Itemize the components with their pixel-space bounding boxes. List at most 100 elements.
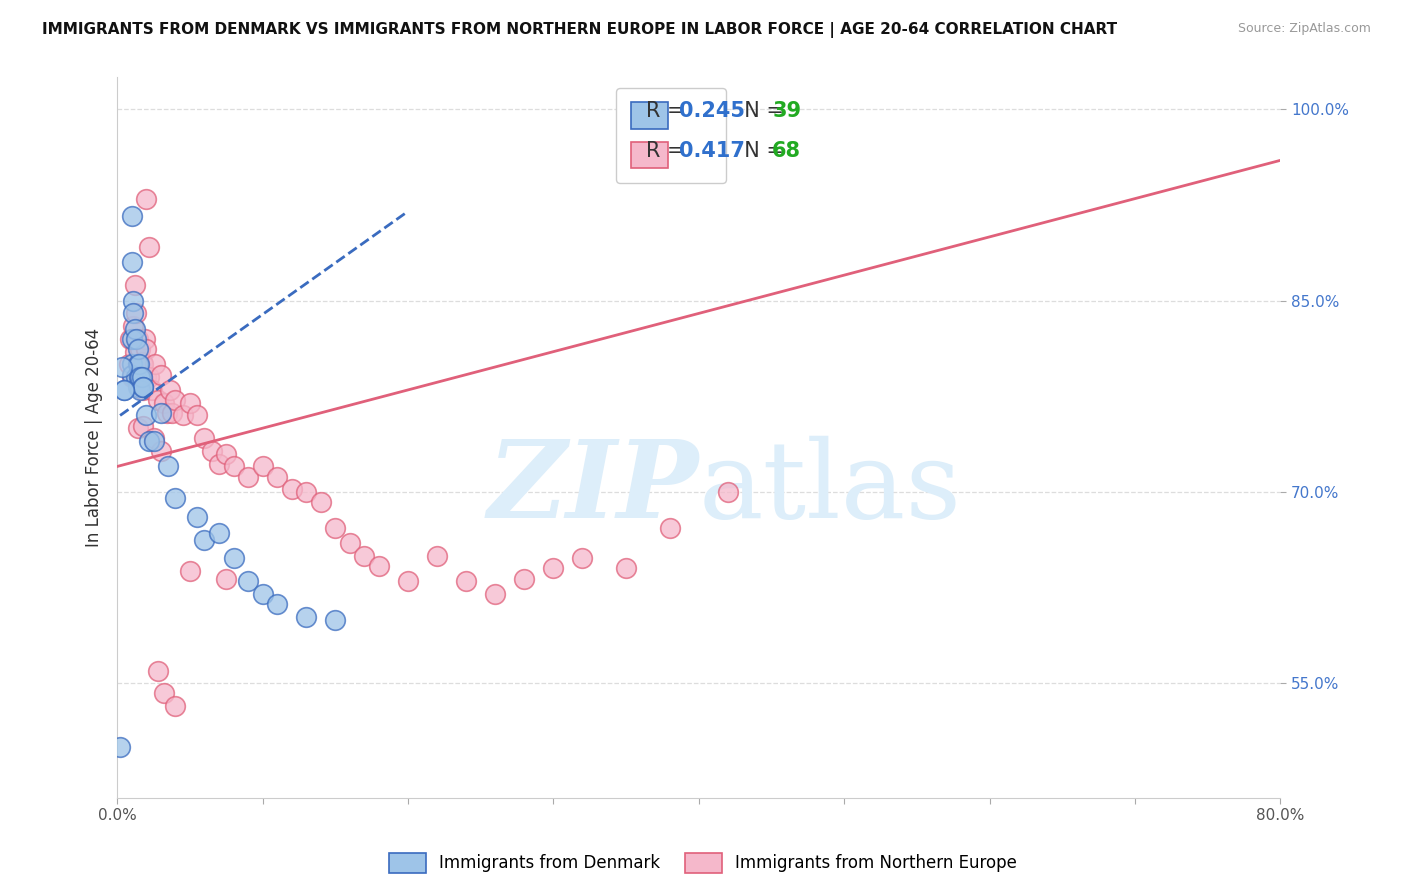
Point	[484, 587, 506, 601]
Point	[129, 368, 152, 382]
Point	[125, 370, 148, 384]
Point	[208, 457, 231, 471]
Y-axis label: In Labor Force | Age 20-64: In Labor Force | Age 20-64	[86, 328, 103, 548]
Point	[128, 358, 150, 372]
Point	[127, 342, 149, 356]
Text: 68: 68	[772, 141, 801, 161]
Point	[132, 380, 155, 394]
Point	[152, 395, 174, 409]
Point	[309, 495, 332, 509]
Point	[339, 536, 361, 550]
Text: R =: R =	[647, 102, 692, 121]
Point	[222, 551, 245, 566]
Point	[138, 370, 160, 384]
Point	[323, 521, 346, 535]
Point	[658, 521, 681, 535]
Point	[132, 418, 155, 433]
Point	[142, 431, 165, 445]
Text: N =: N =	[731, 102, 792, 121]
Point	[571, 551, 593, 566]
Text: R =: R =	[647, 141, 692, 161]
Point	[513, 572, 536, 586]
Point	[456, 574, 478, 589]
Point	[222, 459, 245, 474]
Point	[162, 406, 184, 420]
Point	[179, 395, 201, 409]
Point	[215, 572, 238, 586]
Point	[266, 469, 288, 483]
Point	[138, 240, 160, 254]
Point	[295, 485, 318, 500]
Point	[125, 306, 148, 320]
Point	[236, 574, 259, 589]
Text: ZIP: ZIP	[488, 435, 699, 541]
Point	[201, 444, 224, 458]
Point	[142, 434, 165, 448]
Point	[236, 469, 259, 483]
Point	[252, 587, 274, 601]
Point	[135, 409, 157, 423]
Point	[135, 192, 157, 206]
Point	[614, 561, 637, 575]
Point	[132, 383, 155, 397]
Point	[121, 358, 143, 372]
Point	[159, 383, 181, 397]
Point	[121, 210, 143, 224]
Point	[186, 409, 208, 423]
Point	[353, 549, 375, 563]
Point	[146, 664, 169, 678]
Point	[121, 368, 143, 382]
Point	[252, 459, 274, 474]
Point	[135, 370, 157, 384]
Point	[367, 558, 389, 573]
Text: atlas: atlas	[699, 435, 962, 541]
Point	[108, 739, 131, 754]
Point	[128, 370, 150, 384]
Point	[295, 610, 318, 624]
Point	[193, 431, 215, 445]
Point	[323, 613, 346, 627]
Point	[208, 525, 231, 540]
Point	[186, 510, 208, 524]
Point	[152, 686, 174, 700]
Point	[138, 434, 160, 448]
Point	[146, 393, 169, 408]
Point	[266, 597, 288, 611]
Point	[127, 421, 149, 435]
Point	[127, 370, 149, 384]
Point	[121, 332, 143, 346]
Text: IMMIGRANTS FROM DENMARK VS IMMIGRANTS FROM NORTHERN EUROPE IN LABOR FORCE | AGE : IMMIGRANTS FROM DENMARK VS IMMIGRANTS FR…	[42, 22, 1118, 38]
Point	[156, 406, 179, 420]
Point	[114, 383, 136, 397]
Point	[127, 332, 149, 346]
Point	[124, 278, 146, 293]
Point	[132, 380, 155, 394]
Point	[131, 370, 153, 384]
Point	[157, 459, 180, 474]
Legend: Immigrants from Denmark, Immigrants from Northern Europe: Immigrants from Denmark, Immigrants from…	[382, 847, 1024, 880]
Point	[122, 306, 145, 320]
Point	[543, 561, 565, 575]
Point	[134, 332, 156, 346]
Point	[128, 380, 150, 394]
Text: 0.245: 0.245	[679, 102, 745, 121]
Point	[179, 564, 201, 578]
Point	[127, 380, 149, 394]
Point	[131, 355, 153, 369]
Point	[396, 574, 419, 589]
Point	[280, 483, 302, 497]
Point	[141, 383, 163, 397]
Point	[172, 409, 194, 423]
Text: 39: 39	[772, 102, 801, 121]
Point	[121, 255, 143, 269]
Point	[110, 359, 132, 374]
Point	[132, 358, 155, 372]
Point	[165, 491, 187, 506]
Point	[129, 383, 152, 397]
Point	[149, 444, 172, 458]
Point	[128, 358, 150, 372]
Text: Source: ZipAtlas.com: Source: ZipAtlas.com	[1237, 22, 1371, 36]
Point	[124, 344, 146, 359]
Point	[124, 321, 146, 335]
Point	[165, 393, 187, 408]
